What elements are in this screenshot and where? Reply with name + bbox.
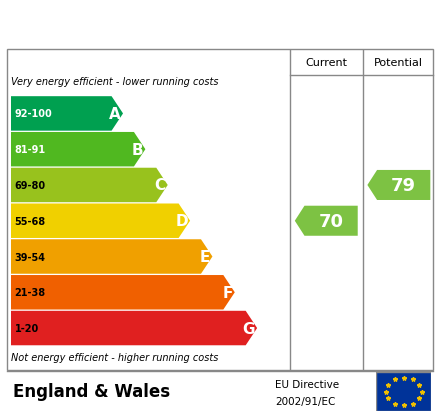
Polygon shape xyxy=(11,97,123,131)
Text: Current: Current xyxy=(306,58,348,68)
Text: D: D xyxy=(175,214,188,229)
Text: A: A xyxy=(109,107,121,122)
Polygon shape xyxy=(11,311,257,345)
Text: 55-68: 55-68 xyxy=(15,216,46,226)
Text: 69-80: 69-80 xyxy=(15,180,46,190)
Text: EU Directive: EU Directive xyxy=(275,379,339,389)
Text: 39-54: 39-54 xyxy=(15,252,45,262)
Text: 70: 70 xyxy=(319,212,344,230)
Text: 1-20: 1-20 xyxy=(15,323,39,333)
Text: Not energy efficient - higher running costs: Not energy efficient - higher running co… xyxy=(11,352,218,362)
Text: 92-100: 92-100 xyxy=(15,109,52,119)
Text: Potential: Potential xyxy=(374,58,423,68)
Text: 2002/91/EC: 2002/91/EC xyxy=(275,396,335,406)
Text: 81-91: 81-91 xyxy=(15,145,46,155)
Text: C: C xyxy=(154,178,165,193)
Polygon shape xyxy=(367,171,430,200)
Text: E: E xyxy=(200,249,210,264)
Text: F: F xyxy=(222,285,233,300)
Polygon shape xyxy=(11,133,145,167)
Polygon shape xyxy=(11,275,235,310)
Polygon shape xyxy=(11,169,168,203)
Text: Energy Efficiency Rating: Energy Efficiency Rating xyxy=(13,15,320,35)
Polygon shape xyxy=(11,204,190,238)
Text: England & Wales: England & Wales xyxy=(13,382,170,401)
Text: B: B xyxy=(132,142,143,157)
Text: 79: 79 xyxy=(391,176,416,195)
Polygon shape xyxy=(295,206,358,236)
Text: 21-38: 21-38 xyxy=(15,287,46,297)
Text: G: G xyxy=(242,321,255,336)
Polygon shape xyxy=(11,240,213,274)
Text: Very energy efficient - lower running costs: Very energy efficient - lower running co… xyxy=(11,77,219,87)
